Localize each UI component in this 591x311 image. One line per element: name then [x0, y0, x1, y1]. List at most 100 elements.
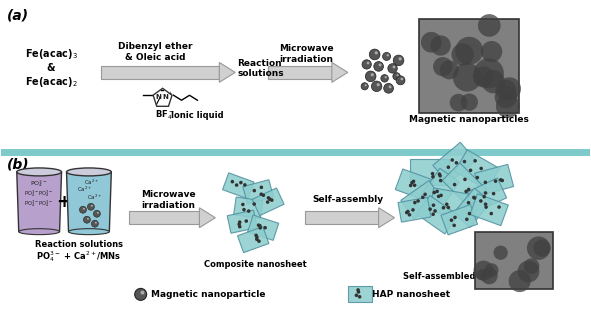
Polygon shape	[17, 172, 61, 232]
Circle shape	[440, 60, 459, 79]
Circle shape	[460, 94, 478, 111]
Circle shape	[439, 174, 442, 178]
Circle shape	[242, 208, 246, 211]
Circle shape	[238, 222, 241, 226]
Text: irradiation: irradiation	[142, 201, 196, 210]
Circle shape	[447, 165, 450, 169]
Circle shape	[496, 94, 520, 118]
Circle shape	[474, 58, 504, 88]
Circle shape	[372, 81, 382, 91]
Circle shape	[245, 219, 248, 223]
Text: Self-assembled HAPUN/MNs: Self-assembled HAPUN/MNs	[403, 272, 535, 281]
Circle shape	[374, 62, 384, 71]
Circle shape	[421, 32, 441, 53]
Circle shape	[467, 201, 470, 205]
Circle shape	[489, 212, 493, 215]
Circle shape	[485, 263, 498, 277]
Circle shape	[262, 193, 265, 197]
Circle shape	[483, 180, 487, 184]
Circle shape	[411, 208, 415, 212]
Text: Fe(acac)$_2$: Fe(acac)$_2$	[25, 75, 77, 89]
Circle shape	[266, 200, 269, 204]
Circle shape	[481, 41, 502, 62]
Circle shape	[473, 159, 477, 163]
Circle shape	[135, 288, 147, 300]
Circle shape	[495, 86, 517, 108]
Circle shape	[369, 49, 380, 60]
Circle shape	[235, 183, 238, 187]
Polygon shape	[238, 227, 269, 253]
Circle shape	[264, 226, 267, 230]
Circle shape	[439, 193, 443, 197]
Polygon shape	[430, 188, 469, 218]
Polygon shape	[453, 188, 491, 227]
Circle shape	[362, 59, 372, 69]
Circle shape	[413, 183, 417, 187]
Circle shape	[258, 224, 262, 228]
Bar	[420, 19, 519, 113]
Polygon shape	[67, 172, 111, 232]
Text: Ionic liquid: Ionic liquid	[171, 111, 223, 120]
Circle shape	[478, 14, 501, 37]
Circle shape	[431, 175, 435, 179]
Circle shape	[452, 43, 474, 66]
Text: (a): (a)	[7, 9, 30, 23]
Polygon shape	[470, 194, 508, 226]
Circle shape	[255, 238, 259, 241]
Text: solutions: solutions	[237, 69, 284, 78]
Circle shape	[95, 222, 97, 224]
Circle shape	[387, 63, 398, 74]
Circle shape	[450, 158, 454, 162]
Circle shape	[268, 197, 272, 201]
Circle shape	[401, 78, 403, 80]
Circle shape	[453, 183, 456, 186]
Circle shape	[357, 290, 361, 294]
Circle shape	[406, 210, 410, 213]
Circle shape	[267, 196, 270, 200]
Text: Dibenzyl ether: Dibenzyl ether	[118, 42, 193, 51]
Polygon shape	[475, 165, 514, 195]
Polygon shape	[419, 168, 459, 211]
Text: Fe(acac)$_3$: Fe(acac)$_3$	[25, 48, 77, 62]
Circle shape	[259, 186, 263, 189]
Circle shape	[238, 220, 242, 224]
Circle shape	[385, 85, 392, 92]
Polygon shape	[467, 178, 506, 212]
Circle shape	[409, 184, 413, 187]
Circle shape	[452, 224, 456, 227]
Polygon shape	[417, 196, 458, 234]
Circle shape	[394, 56, 403, 65]
Polygon shape	[441, 205, 478, 235]
Bar	[305, 211, 379, 224]
Circle shape	[431, 212, 435, 216]
Circle shape	[385, 76, 387, 78]
Circle shape	[479, 167, 483, 170]
Circle shape	[493, 246, 508, 260]
Text: (b): (b)	[7, 158, 30, 172]
Circle shape	[93, 210, 100, 217]
Text: BF$_4^-$: BF$_4^-$	[155, 109, 174, 122]
Circle shape	[413, 201, 417, 204]
Polygon shape	[223, 173, 254, 199]
Circle shape	[469, 169, 472, 172]
Ellipse shape	[67, 168, 111, 176]
Polygon shape	[379, 208, 395, 228]
Ellipse shape	[19, 229, 60, 234]
Circle shape	[375, 51, 378, 54]
Circle shape	[83, 208, 85, 210]
Circle shape	[472, 196, 476, 199]
Circle shape	[243, 183, 246, 187]
Polygon shape	[332, 63, 348, 82]
Bar	[475, 232, 553, 290]
Circle shape	[398, 58, 401, 60]
Circle shape	[366, 61, 370, 64]
Circle shape	[79, 206, 86, 213]
Circle shape	[365, 83, 368, 86]
Circle shape	[463, 160, 466, 163]
Text: Magnetic nanoparticle: Magnetic nanoparticle	[151, 290, 265, 299]
Circle shape	[465, 190, 468, 193]
Text: N: N	[163, 94, 168, 100]
Circle shape	[476, 269, 487, 280]
Bar	[129, 211, 199, 224]
Circle shape	[433, 191, 436, 194]
